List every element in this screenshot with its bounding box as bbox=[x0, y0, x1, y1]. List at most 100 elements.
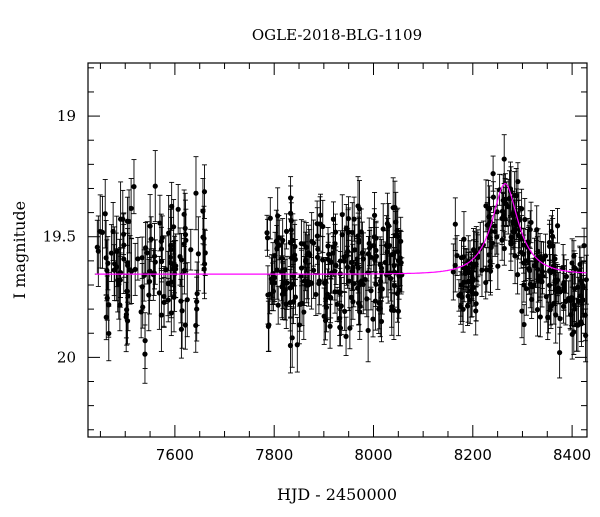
data-point bbox=[288, 285, 294, 291]
data-point bbox=[377, 305, 383, 312]
data-point bbox=[144, 250, 150, 256]
model-layer bbox=[95, 183, 588, 275]
data-point bbox=[523, 286, 529, 292]
data-point bbox=[581, 243, 587, 249]
data-point bbox=[323, 304, 330, 311]
data-point bbox=[328, 295, 334, 301]
data-point bbox=[146, 278, 153, 285]
data-point bbox=[177, 253, 183, 260]
data-point bbox=[306, 250, 312, 256]
data-point bbox=[347, 325, 353, 331]
data-point bbox=[577, 293, 584, 299]
data-point bbox=[508, 238, 514, 245]
data-point bbox=[102, 211, 108, 217]
data-point bbox=[275, 213, 281, 219]
data-point bbox=[147, 223, 153, 229]
data-point bbox=[465, 293, 471, 299]
data-point bbox=[158, 246, 165, 252]
data-point bbox=[280, 237, 286, 243]
data-point bbox=[527, 281, 533, 287]
data-point bbox=[289, 335, 295, 341]
data-point bbox=[547, 267, 553, 274]
data-point bbox=[583, 277, 589, 283]
data-point bbox=[288, 227, 294, 233]
data-point bbox=[103, 314, 109, 320]
data-point bbox=[292, 256, 298, 262]
data-point bbox=[322, 317, 329, 324]
data-point bbox=[99, 229, 106, 235]
data-point bbox=[157, 220, 163, 226]
data-point bbox=[527, 267, 533, 274]
data-point bbox=[391, 282, 398, 289]
data-point bbox=[495, 263, 501, 269]
data-point bbox=[267, 215, 273, 221]
data-point bbox=[303, 257, 309, 263]
data-point bbox=[458, 291, 464, 297]
data-point bbox=[578, 278, 584, 284]
data-point bbox=[563, 273, 570, 280]
data-point bbox=[546, 239, 553, 246]
data-point bbox=[358, 229, 364, 235]
data-point bbox=[179, 308, 185, 314]
data-point bbox=[527, 226, 533, 233]
data-point bbox=[309, 280, 315, 286]
data-point bbox=[276, 242, 282, 248]
data-point bbox=[487, 268, 494, 274]
data-point bbox=[274, 267, 280, 273]
data-point bbox=[298, 240, 304, 247]
data-point bbox=[280, 280, 286, 286]
data-point bbox=[313, 291, 319, 298]
data-point bbox=[519, 308, 525, 314]
data-point bbox=[193, 322, 199, 329]
data-point bbox=[378, 278, 384, 285]
data-point bbox=[323, 296, 329, 302]
data-point bbox=[330, 250, 336, 256]
data-point bbox=[333, 263, 339, 269]
data-point bbox=[349, 229, 355, 236]
data-point bbox=[106, 330, 112, 337]
data-point bbox=[325, 243, 331, 249]
data-point bbox=[537, 314, 543, 320]
data-point bbox=[126, 218, 132, 225]
data-point bbox=[502, 216, 508, 222]
data-point bbox=[320, 257, 326, 263]
data-point bbox=[550, 243, 556, 249]
data-point bbox=[458, 255, 465, 261]
data-point bbox=[169, 203, 175, 209]
data-point bbox=[464, 303, 471, 309]
data-point bbox=[373, 281, 379, 287]
data-point bbox=[569, 260, 575, 266]
data-point bbox=[350, 299, 356, 305]
data-point bbox=[452, 221, 458, 227]
data-point bbox=[391, 262, 397, 269]
data-point bbox=[202, 250, 208, 256]
data-point bbox=[146, 292, 152, 298]
y-axis-label: I magnitude bbox=[10, 201, 29, 299]
data-point bbox=[288, 210, 294, 216]
y-tick-label: 20 bbox=[57, 348, 76, 366]
data-point bbox=[511, 229, 517, 235]
data-point bbox=[152, 183, 158, 189]
data-point bbox=[522, 216, 528, 223]
data-point bbox=[489, 240, 495, 246]
data-point bbox=[501, 245, 507, 252]
data-point bbox=[490, 194, 497, 200]
data-point bbox=[184, 297, 190, 303]
data-point bbox=[165, 297, 171, 303]
data-point bbox=[168, 310, 174, 316]
data-point bbox=[194, 306, 200, 312]
data-point bbox=[350, 264, 356, 270]
data-point bbox=[171, 224, 177, 230]
data-point bbox=[182, 322, 188, 328]
x-tick-label: 8400 bbox=[553, 446, 591, 464]
data-point bbox=[337, 325, 344, 331]
model-curve bbox=[95, 183, 588, 275]
data-point bbox=[104, 267, 110, 273]
data-point bbox=[528, 219, 534, 226]
y-tick-label: 19 bbox=[57, 107, 76, 125]
data-point bbox=[364, 296, 370, 302]
data-point bbox=[168, 246, 174, 253]
data-point bbox=[301, 309, 307, 315]
chart-title: OGLE-2018-BLG-1109 bbox=[252, 26, 422, 44]
